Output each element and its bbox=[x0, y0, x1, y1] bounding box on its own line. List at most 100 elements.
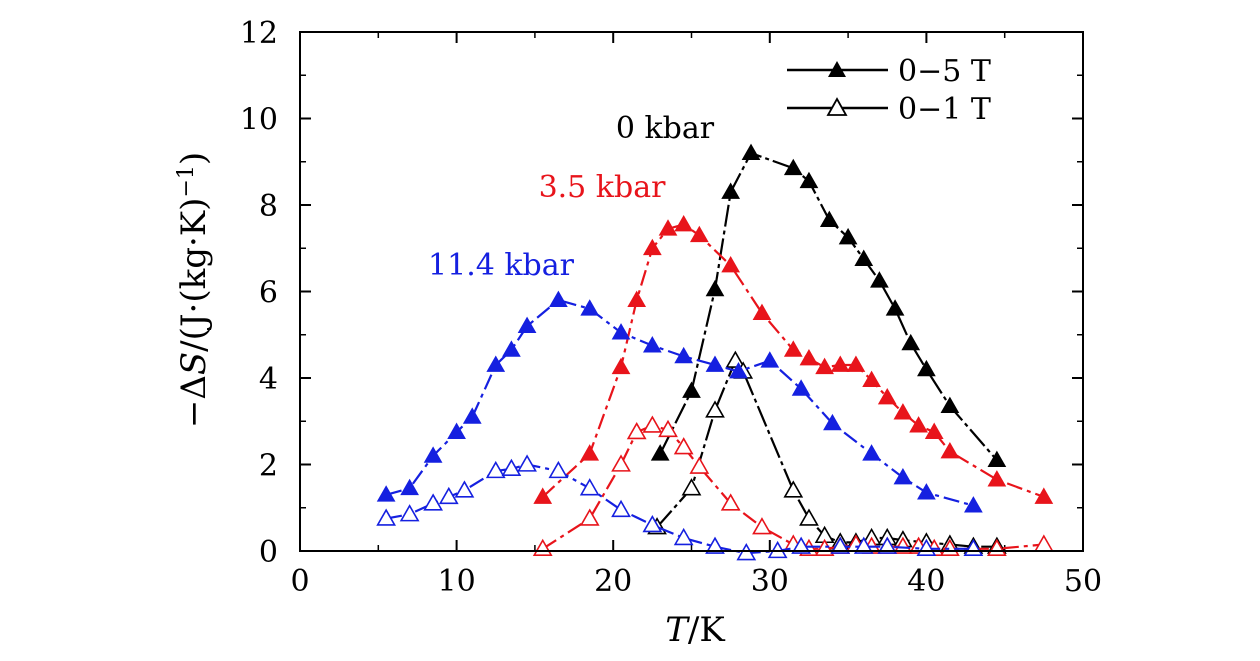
data-point-11-4-kbar-0-1-t bbox=[791, 536, 811, 554]
series-line-11-4-kbar-0-5-t bbox=[385, 298, 974, 507]
data-point-11-4-kbar-0-1-t bbox=[399, 504, 420, 522]
data-point-11-4-kbar-0-1-t bbox=[579, 478, 600, 496]
data-point-3-5-kbar-0-5-t bbox=[674, 214, 694, 232]
annotation-3-5-kbar: 3.5 kbar bbox=[539, 170, 667, 205]
annotation-0-kbar: 0 kbar bbox=[616, 111, 715, 146]
data-point-11-4-kbar-0-1-t bbox=[517, 454, 537, 472]
data-point-11-4-kbar-0-5-t bbox=[964, 496, 983, 513]
series-11-4-kbar-0-5-t bbox=[376, 290, 983, 513]
data-point-0-kbar-0-5-t bbox=[741, 143, 761, 160]
y-tick-label: 4 bbox=[259, 362, 278, 397]
data-point-3-5-kbar-0-5-t bbox=[862, 370, 881, 388]
data-point-3-5-kbar-0-5-t bbox=[877, 387, 897, 405]
y-tick-label: 6 bbox=[259, 276, 278, 311]
y-axis-label: −ΔS/(J·(kg·K)−1) bbox=[174, 152, 214, 428]
data-point-0-kbar-0-5-t bbox=[838, 227, 858, 245]
y-axis-label-symbol: S bbox=[174, 352, 214, 375]
data-point-11-4-kbar-0-5-t bbox=[502, 340, 521, 357]
data-point-3-5-kbar-0-5-t bbox=[893, 403, 913, 420]
y-tick-label: 0 bbox=[259, 535, 278, 570]
x-tick-label: 20 bbox=[594, 564, 632, 599]
data-point-11-4-kbar-0-5-t bbox=[580, 299, 600, 316]
data-point-0-kbar-0-5-t bbox=[705, 279, 725, 297]
data-point-11-4-kbar-0-1-t bbox=[705, 536, 725, 554]
data-point-11-4-kbar-0-1-t bbox=[454, 480, 475, 498]
legend-label-0-5t: 0−5 T bbox=[898, 54, 991, 89]
data-point-11-4-kbar-0-5-t bbox=[642, 336, 662, 353]
data-point-11-4-kbar-0-1-t bbox=[376, 508, 397, 526]
y-tick-label: 8 bbox=[259, 189, 278, 224]
x-tick-label: 10 bbox=[438, 564, 476, 599]
data-point-3-5-kbar-0-5-t bbox=[752, 303, 772, 320]
data-point-11-4-kbar-0-5-t bbox=[376, 485, 396, 502]
data-point-3-5-kbar-0-1-t bbox=[752, 517, 772, 535]
x-axis-label-symbol: T bbox=[665, 610, 690, 650]
data-point-3-5-kbar-0-5-t bbox=[830, 355, 850, 372]
data-point-3-5-kbar-0-5-t bbox=[689, 225, 709, 243]
data-point-0-kbar-0-5-t bbox=[901, 333, 921, 351]
data-point-0-kbar-0-5-t bbox=[870, 271, 889, 288]
data-point-0-kbar-0-5-t bbox=[799, 171, 819, 189]
series-line-11-4-kbar-0-1-t bbox=[385, 463, 974, 555]
data-point-3-5-kbar-0-5-t bbox=[533, 487, 553, 504]
data-point-0-kbar-0-5-t bbox=[721, 182, 741, 199]
y-axis-label-close: ) bbox=[174, 152, 214, 165]
data-point-11-4-kbar-0-1-t bbox=[642, 514, 663, 533]
data-point-3-5-kbar-0-5-t bbox=[799, 349, 819, 366]
x-axis-label-unit: /K bbox=[688, 610, 725, 650]
legend-label-0-1t: 0−1 T bbox=[898, 92, 991, 127]
data-point-0-kbar-0-5-t bbox=[940, 396, 960, 413]
data-point-3-5-kbar-0-5-t bbox=[815, 357, 834, 375]
data-point-3-5-kbar-0-5-t bbox=[721, 256, 741, 273]
data-point-3-5-kbar-0-5-t bbox=[627, 290, 647, 308]
data-point-0-kbar-0-5-t bbox=[885, 299, 905, 316]
series-layer bbox=[376, 143, 1054, 561]
data-point-11-4-kbar-0-1-t bbox=[438, 486, 459, 505]
data-point-11-4-kbar-0-1-t bbox=[736, 543, 757, 561]
data-point-3-5-kbar-0-5-t bbox=[924, 422, 944, 439]
data-point-0-kbar-0-1-t bbox=[799, 508, 819, 526]
data-point-11-4-kbar-0-1-t bbox=[485, 460, 506, 479]
data-point-0-kbar-0-5-t bbox=[917, 359, 936, 377]
data-point-3-5-kbar-0-1-t bbox=[579, 508, 600, 526]
data-point-3-5-kbar-0-1-t bbox=[720, 493, 741, 511]
legend: 0−5 T 0−1 T bbox=[787, 54, 991, 127]
data-point-11-4-kbar-0-5-t bbox=[893, 467, 913, 485]
data-point-3-5-kbar-0-1-t bbox=[673, 437, 694, 455]
data-point-11-4-kbar-0-1-t bbox=[611, 499, 631, 518]
x-tick-label: 40 bbox=[907, 564, 945, 599]
y-axis-label-prefix: −Δ bbox=[174, 375, 214, 428]
data-point-11-4-kbar-0-5-t bbox=[486, 355, 506, 372]
data-point-3-5-kbar-0-5-t bbox=[1034, 487, 1054, 504]
data-point-3-5-kbar-0-5-t bbox=[846, 355, 866, 372]
data-point-3-5-kbar-0-5-t bbox=[909, 416, 928, 433]
axis-tick-labels: 0 10 20 30 40 50 0 2 4 6 8 10 12 bbox=[240, 16, 1102, 599]
data-point-11-4-kbar-0-5-t bbox=[517, 316, 537, 333]
data-point-3-5-kbar-0-5-t bbox=[658, 219, 678, 236]
y-axis-label-exponent: −1 bbox=[174, 165, 199, 197]
data-point-3-5-kbar-0-5-t bbox=[580, 444, 600, 461]
data-point-0-kbar-0-5-t bbox=[682, 381, 701, 398]
data-point-3-5-kbar-0-5-t bbox=[987, 470, 1007, 487]
data-point-11-4-kbar-0-1-t bbox=[501, 458, 522, 477]
data-point-11-4-kbar-0-5-t bbox=[447, 422, 466, 439]
data-point-11-4-kbar-0-1-t bbox=[853, 536, 874, 554]
series-3-5-kbar-0-5-t bbox=[533, 214, 1054, 504]
legend-marker-filled-triangle bbox=[828, 61, 846, 77]
data-point-3-5-kbar-0-5-t bbox=[783, 340, 803, 357]
data-point-11-4-kbar-0-5-t bbox=[462, 407, 482, 424]
data-point-3-5-kbar-0-1-t bbox=[626, 421, 647, 440]
data-point-11-4-kbar-0-5-t bbox=[760, 351, 780, 368]
data-point-11-4-kbar-0-5-t bbox=[823, 413, 842, 431]
data-point-0-kbar-0-1-t bbox=[725, 350, 746, 368]
series-11-4-kbar-0-1-t bbox=[376, 454, 984, 561]
y-tick-label: 10 bbox=[240, 103, 278, 138]
series-line-0-kbar-0-5-t bbox=[659, 151, 998, 461]
data-point-11-4-kbar-0-5-t bbox=[611, 323, 631, 340]
x-tick-label: 50 bbox=[1064, 564, 1102, 599]
series-0-kbar-0-5-t bbox=[650, 143, 1007, 468]
data-point-0-kbar-0-1-t bbox=[681, 478, 702, 496]
data-point-0-kbar-0-1-t bbox=[705, 400, 725, 418]
data-point-11-4-kbar-0-5-t bbox=[400, 478, 419, 496]
data-point-11-4-kbar-0-1-t bbox=[548, 460, 569, 479]
